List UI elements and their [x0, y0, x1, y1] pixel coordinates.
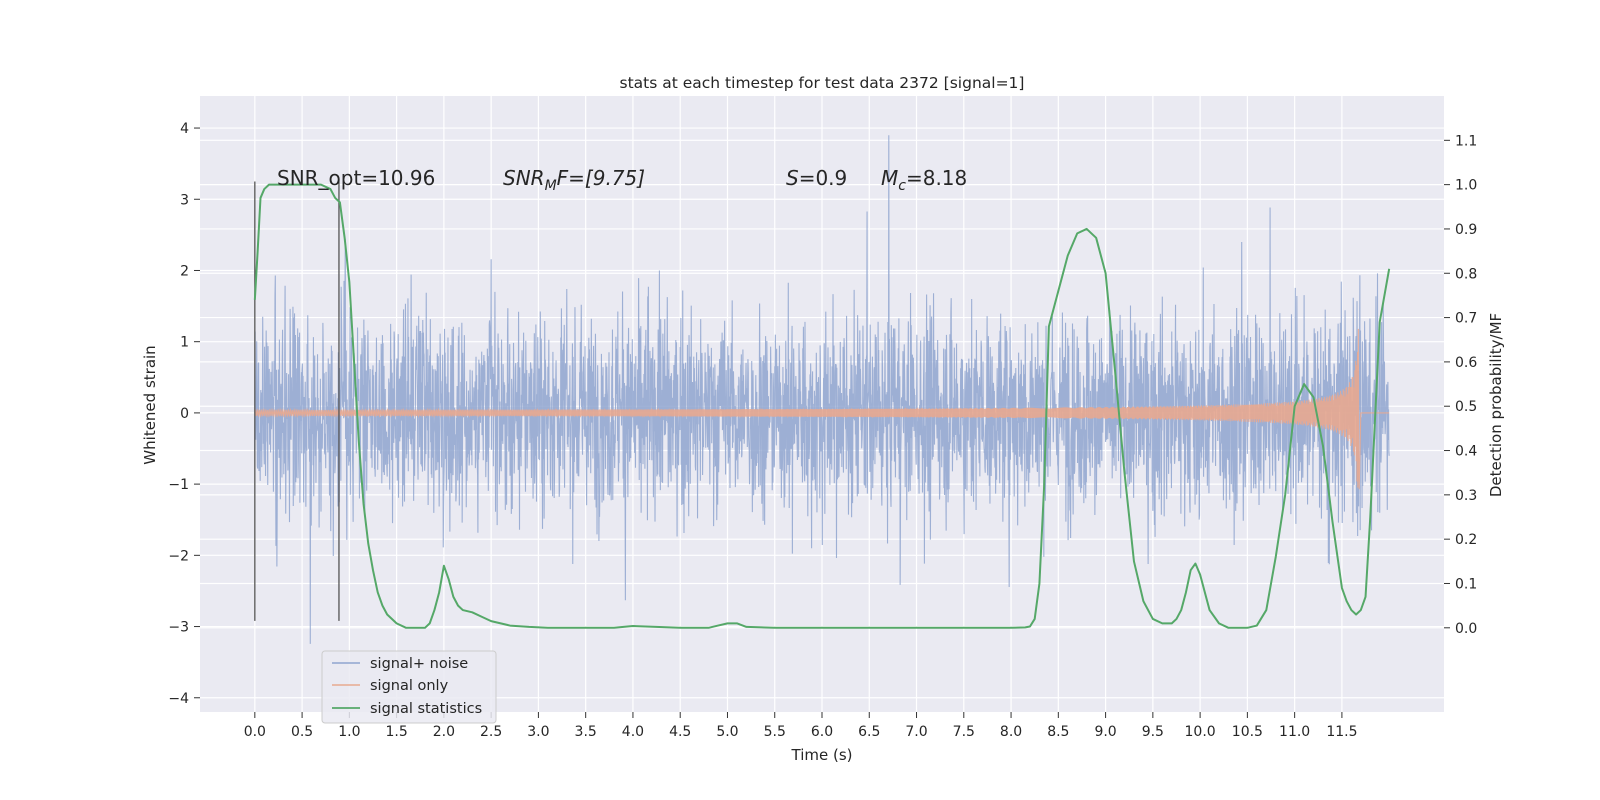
series-signal-statistics [253, 183, 1391, 629]
x-tick-label: 2.0 [433, 724, 455, 740]
y-left-tick-label: −3 [168, 620, 189, 636]
y-right-tick-label: 0.1 [1455, 576, 1477, 592]
x-tick-label: 0.0 [244, 724, 266, 740]
signal-only-line [254, 328, 1390, 490]
y-right-tick-label: 0.0 [1455, 621, 1477, 637]
x-tick-label: 6.0 [811, 724, 833, 740]
y-left-tick-label: 1 [180, 335, 189, 351]
annotation-s-main: S [786, 166, 799, 190]
annotation-snr-mf-main: SNR [503, 166, 545, 190]
y-axis-right-label: Detection probability/MF [1487, 313, 1505, 497]
series-signal-only [254, 328, 1390, 490]
y-left-tick-label: −2 [168, 548, 189, 564]
y-right-tick-label: 1.0 [1455, 178, 1477, 194]
y-right-tick-label: 0.8 [1455, 266, 1477, 282]
y-right-tick-label: 0.9 [1455, 222, 1477, 238]
y-axis-left-ticks: 4 3 2 1 0 −1 −2 −3 −4 [168, 121, 200, 707]
y-axis-left-label: Whitened strain [141, 345, 159, 464]
annotation-snr-mf-rest: F=[9.75] [557, 166, 645, 190]
y-right-tick-label: 0.4 [1455, 444, 1477, 460]
x-tick-label: 4.0 [622, 724, 644, 740]
signal-plus-noise-line [254, 135, 1390, 644]
legend-label-signal-statistics: signal statistics [370, 701, 482, 717]
legend-box [321, 650, 497, 724]
annotation-snr-opt: SNR_opt=10.96 [277, 166, 435, 190]
x-tick-label: 2.5 [480, 724, 502, 740]
x-tick-label: 9.5 [1142, 724, 1164, 740]
y-left-tick-label: −4 [168, 691, 189, 707]
x-tick-label: 5.5 [764, 724, 786, 740]
x-tick-label: 1.5 [385, 724, 407, 740]
x-tick-label: 3.0 [527, 724, 549, 740]
x-tick-label: 9.0 [1094, 724, 1116, 740]
y-right-tick-label: 0.7 [1455, 311, 1477, 327]
x-tick-label: 10.0 [1185, 724, 1216, 740]
x-tick-label: 4.5 [669, 724, 691, 740]
signal-statistics-line [253, 183, 1391, 629]
x-tick-label: 7.5 [953, 724, 975, 740]
annotation-snr-mf-sub: M [545, 178, 557, 194]
x-tick-label: 8.5 [1047, 724, 1069, 740]
y-right-tick-label: 1.1 [1455, 133, 1477, 149]
annotation-mc-rest: =8.18 [906, 166, 967, 190]
x-tick-label: 6.5 [858, 724, 880, 740]
x-tick-label: 11.5 [1326, 724, 1357, 740]
annotation-s: S=0.9 [786, 166, 847, 190]
y-left-tick-label: −1 [168, 477, 189, 493]
x-tick-label: 7.0 [905, 724, 927, 740]
y-right-tick-label: 0.5 [1455, 399, 1477, 415]
legend: signal+ noise signal only signal statist… [321, 650, 497, 724]
x-tick-label: 11.0 [1279, 724, 1310, 740]
y-left-tick-label: 4 [180, 121, 189, 137]
y-left-tick-label: 3 [180, 192, 189, 208]
x-tick-label: 0.5 [291, 724, 313, 740]
y-left-tick-label: 0 [180, 406, 189, 422]
annotation-mc-main: M [881, 166, 898, 190]
x-tick-label: 3.5 [575, 724, 597, 740]
x-tick-label: 5.0 [716, 724, 738, 740]
y-axis-right-ticks: 1.1 1.0 0.9 0.8 0.7 0.6 0.5 0.4 0.3 0.2 0.1 0.0 [1444, 133, 1477, 637]
legend-label-signal-plus-noise: signal+ noise [370, 656, 468, 672]
annotation-snr-mf: SNRMF=[9.75] [503, 166, 645, 194]
x-tick-label: 10.5 [1232, 724, 1263, 740]
annotation-mc: Mc=8.18 [881, 166, 967, 194]
y-right-tick-label: 0.3 [1455, 488, 1477, 504]
x-axis-label: Time (s) [791, 746, 853, 764]
vertical-markers [254, 181, 340, 621]
y-left-tick-label: 2 [180, 263, 189, 279]
x-tick-label: 8.0 [1000, 724, 1022, 740]
x-tick-label: 1.0 [338, 724, 360, 740]
y-right-tick-label: 0.2 [1455, 532, 1477, 548]
annotation-s-rest: =0.9 [799, 166, 848, 190]
x-axis-ticks: 0.0 0.5 1.0 1.5 2.0 2.5 3.0 3.5 4.0 4.5 5.0 5.5 6.0 6… [244, 712, 1357, 740]
chart-title: stats at each timestep for test data 237… [620, 74, 1025, 92]
legend-label-signal-only: signal only [370, 678, 449, 694]
series-signal-plus-noise [254, 135, 1390, 644]
y-right-tick-label: 0.6 [1455, 355, 1477, 371]
annotation-mc-sub: c [898, 178, 906, 194]
